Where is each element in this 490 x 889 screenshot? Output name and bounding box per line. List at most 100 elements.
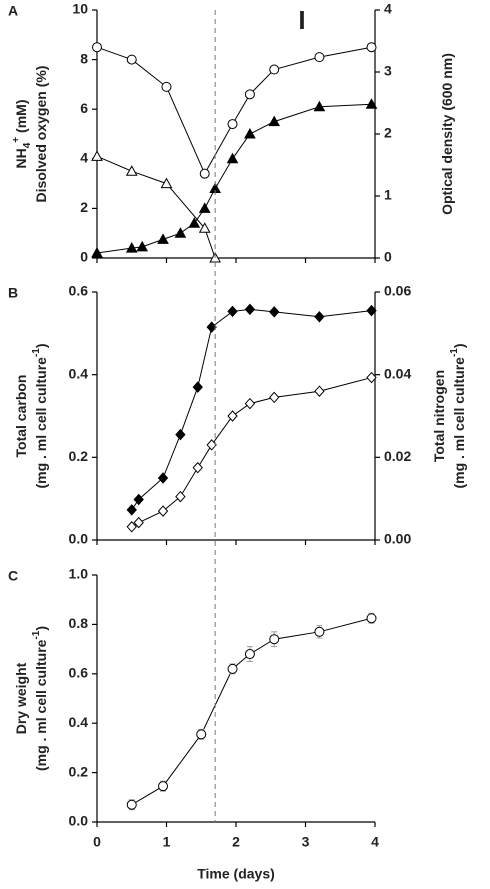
data-point	[188, 217, 201, 228]
data-point	[126, 799, 137, 810]
data-point	[158, 781, 169, 792]
axis-title-part: Optical density (600 nm)	[439, 53, 455, 215]
data-point	[157, 472, 169, 484]
data-point	[268, 115, 281, 127]
axis-title-part: Total nitrogen	[431, 370, 447, 462]
axis-title-part: 4	[22, 142, 33, 148]
series-line	[131, 308, 372, 511]
data-point	[244, 127, 256, 139]
y-tick-label: 0.4	[69, 714, 89, 730]
y2-tick-label: 3	[384, 63, 392, 79]
y2-tick-label: 0.04	[384, 365, 411, 381]
y-tick-label: 0.4	[69, 365, 89, 381]
axis-title-part: Disolved oxygen (%)	[33, 66, 49, 203]
y-tick-label: 4	[80, 150, 88, 166]
y-tick-label: 8	[80, 50, 88, 66]
series-line	[96, 155, 216, 259]
data-point	[269, 64, 280, 75]
axis-title-part: (mg . ml cell culture	[33, 357, 49, 489]
data-point	[314, 52, 325, 63]
x-tick-label: 1	[163, 834, 171, 850]
y-tick-label: 0.6	[69, 665, 89, 681]
data-point	[174, 227, 187, 238]
axis-title: (mg . ml cell culture-1)	[449, 343, 467, 488]
data-point	[157, 233, 169, 244]
y-tick-label: 0.6	[69, 283, 89, 299]
axis-title: Disolved oxygen (%)	[33, 66, 49, 203]
data-point	[199, 168, 210, 179]
axis-title-part: )	[33, 343, 49, 348]
axis-title-part: )	[33, 626, 49, 631]
data-point	[91, 150, 103, 161]
data-point	[227, 663, 238, 674]
data-point	[366, 613, 377, 624]
y-tick-label: 10	[72, 1, 88, 17]
axis-title: Total carbon	[13, 375, 29, 458]
annotation: I	[298, 5, 305, 35]
axis-title: (mg . ml cell culture-1)	[31, 343, 49, 488]
y-tick-label: 2	[80, 199, 88, 215]
data-point	[269, 391, 280, 404]
x-tick-label: 0	[93, 834, 101, 850]
axis-title-part: NH	[13, 148, 29, 168]
y-tick-label: 0.8	[69, 615, 89, 631]
y-tick-label: 0.0	[69, 531, 89, 547]
y-tick-label: 6	[80, 100, 88, 116]
x-tick-label: 4	[371, 834, 379, 850]
data-point	[227, 119, 238, 130]
data-point	[269, 634, 280, 645]
axis-title: (mg . ml cell culture-1)	[31, 626, 49, 771]
axis-title: Dry weight	[13, 662, 29, 734]
data-point	[192, 461, 203, 474]
data-point	[92, 42, 102, 53]
data-point	[366, 42, 377, 53]
data-point	[244, 303, 256, 316]
data-point	[244, 89, 255, 100]
data-point	[244, 397, 256, 410]
data-point	[175, 428, 186, 441]
data-point	[161, 81, 172, 92]
data-point	[366, 304, 377, 317]
y2-tick-label: 0.00	[384, 531, 411, 547]
axis-title: NH4+ (mM)	[11, 100, 33, 169]
axis-title-part: +	[11, 137, 22, 143]
data-point	[244, 649, 255, 660]
y2-tick-label: 0	[384, 249, 392, 265]
axis-title-part: (mM)	[13, 100, 29, 137]
axis-title-part: (mg . ml cell culture	[451, 357, 467, 489]
axis-title: Optical density (600 nm)	[439, 53, 455, 215]
data-point	[125, 242, 138, 253]
data-point	[198, 202, 211, 213]
y2-tick-label: 0.06	[384, 283, 411, 299]
data-point	[157, 505, 169, 517]
series-line	[96, 46, 372, 175]
x-tick-label: 3	[302, 834, 310, 850]
data-point	[269, 306, 280, 318]
data-point	[365, 98, 378, 109]
data-point	[133, 516, 144, 529]
y2-tick-label: 0.02	[384, 448, 411, 464]
axis-title-part: Total carbon	[13, 375, 29, 458]
data-point	[175, 490, 186, 503]
data-point	[192, 381, 203, 393]
x-tick-label: 2	[232, 834, 240, 850]
data-point	[126, 504, 137, 516]
data-point	[314, 385, 325, 397]
axis-title-part: )	[451, 343, 467, 348]
axis-title-part: -1	[31, 348, 42, 357]
data-point	[313, 100, 326, 112]
axis-title-part: -1	[31, 630, 42, 639]
data-point	[136, 240, 149, 252]
data-point	[226, 152, 239, 164]
data-point	[198, 222, 211, 233]
panel-label: A	[8, 3, 18, 19]
series-line	[131, 617, 372, 806]
axis-title-part: Dry weight	[13, 662, 29, 734]
y-tick-label: 0	[80, 249, 88, 265]
data-point	[160, 177, 173, 189]
data-point	[196, 729, 207, 740]
data-point	[126, 54, 137, 65]
data-point	[91, 247, 103, 258]
data-point	[314, 626, 325, 637]
